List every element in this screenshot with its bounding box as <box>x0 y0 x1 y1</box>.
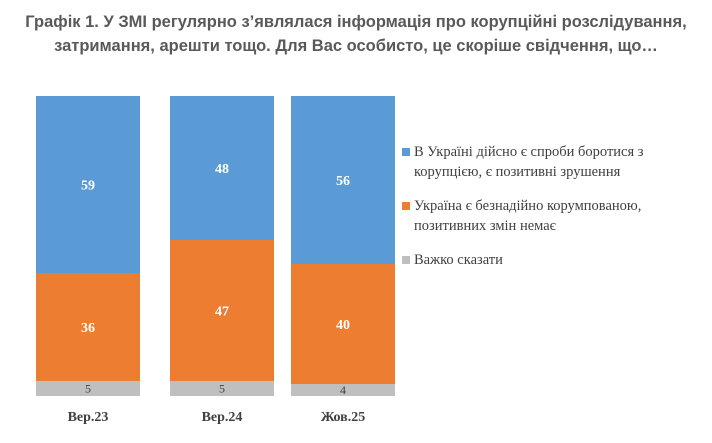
bar-segment-hard-to-say-1 <box>36 381 140 396</box>
legend-item-positive: В Україні дійсно є спроби боротися з кор… <box>402 142 702 182</box>
legend-label-hopeless-line-1: Україна є безнадійно корумпованою, <box>414 198 642 214</box>
bar-segment-hopeless-3 <box>291 264 395 384</box>
bar-segment-positive-1 <box>36 96 140 273</box>
x-tick-label-2: Вер.24 <box>202 410 243 425</box>
data-labels-group: 5 36 59 5 47 48 4 40 56 <box>81 162 350 397</box>
bar-segment-positive-3 <box>291 96 395 264</box>
legend-label-positive-line-2: корупцією, є позитивні зрушення <box>414 164 621 180</box>
legend-swatch-hopeless <box>402 202 410 210</box>
chart-title-line-2: затримання, арешти тощо. Для Вас особист… <box>54 37 658 55</box>
chart-title-line-1: Графік 1. У ЗМІ регулярно з’являлася інф… <box>25 13 687 31</box>
bar-segment-hard-to-say-2 <box>170 381 274 396</box>
data-label-hopeless-1: 36 <box>81 321 95 336</box>
x-tick-labels-group: Вер.23 Вер.24 Жов.25 <box>68 410 366 425</box>
data-label-hopeless-2: 47 <box>215 305 229 320</box>
bars-group <box>36 96 395 396</box>
bar-segment-hard-to-say-3 <box>291 384 395 396</box>
legend-item-hopeless: Україна є безнадійно корумпованою, позит… <box>402 196 702 236</box>
bar-segment-positive-2 <box>170 96 274 240</box>
data-label-hopeless-3: 40 <box>336 318 350 333</box>
legend-item-hard-to-say: Важко сказати <box>402 250 702 270</box>
data-label-hard-to-say-1: 5 <box>85 382 91 396</box>
x-tick-label-1: Вер.23 <box>68 410 109 425</box>
chart-title: Графік 1. У ЗМІ регулярно з’являлася інф… <box>20 10 692 58</box>
legend-swatch-hard-to-say <box>402 256 410 264</box>
data-label-hard-to-say-2: 5 <box>219 382 225 396</box>
legend-label-hopeless-line-2: позитивних змін немає <box>414 218 556 234</box>
legend-label-hard-to-say: Важко сказати <box>414 252 503 268</box>
bar-segment-hopeless-2 <box>170 240 274 381</box>
data-label-positive-1: 59 <box>81 179 95 194</box>
legend-swatch-positive <box>402 148 410 156</box>
legend: В Україні дійсно є спроби боротися з кор… <box>402 142 702 284</box>
legend-label-positive-line-1: В Україні дійсно є спроби боротися з <box>414 144 644 160</box>
data-label-hard-to-say-3: 4 <box>340 383 346 397</box>
bar-segment-hopeless-1 <box>36 273 140 381</box>
x-tick-label-3: Жов.25 <box>321 410 366 425</box>
data-label-positive-3: 56 <box>336 174 350 189</box>
data-label-positive-2: 48 <box>215 162 229 177</box>
